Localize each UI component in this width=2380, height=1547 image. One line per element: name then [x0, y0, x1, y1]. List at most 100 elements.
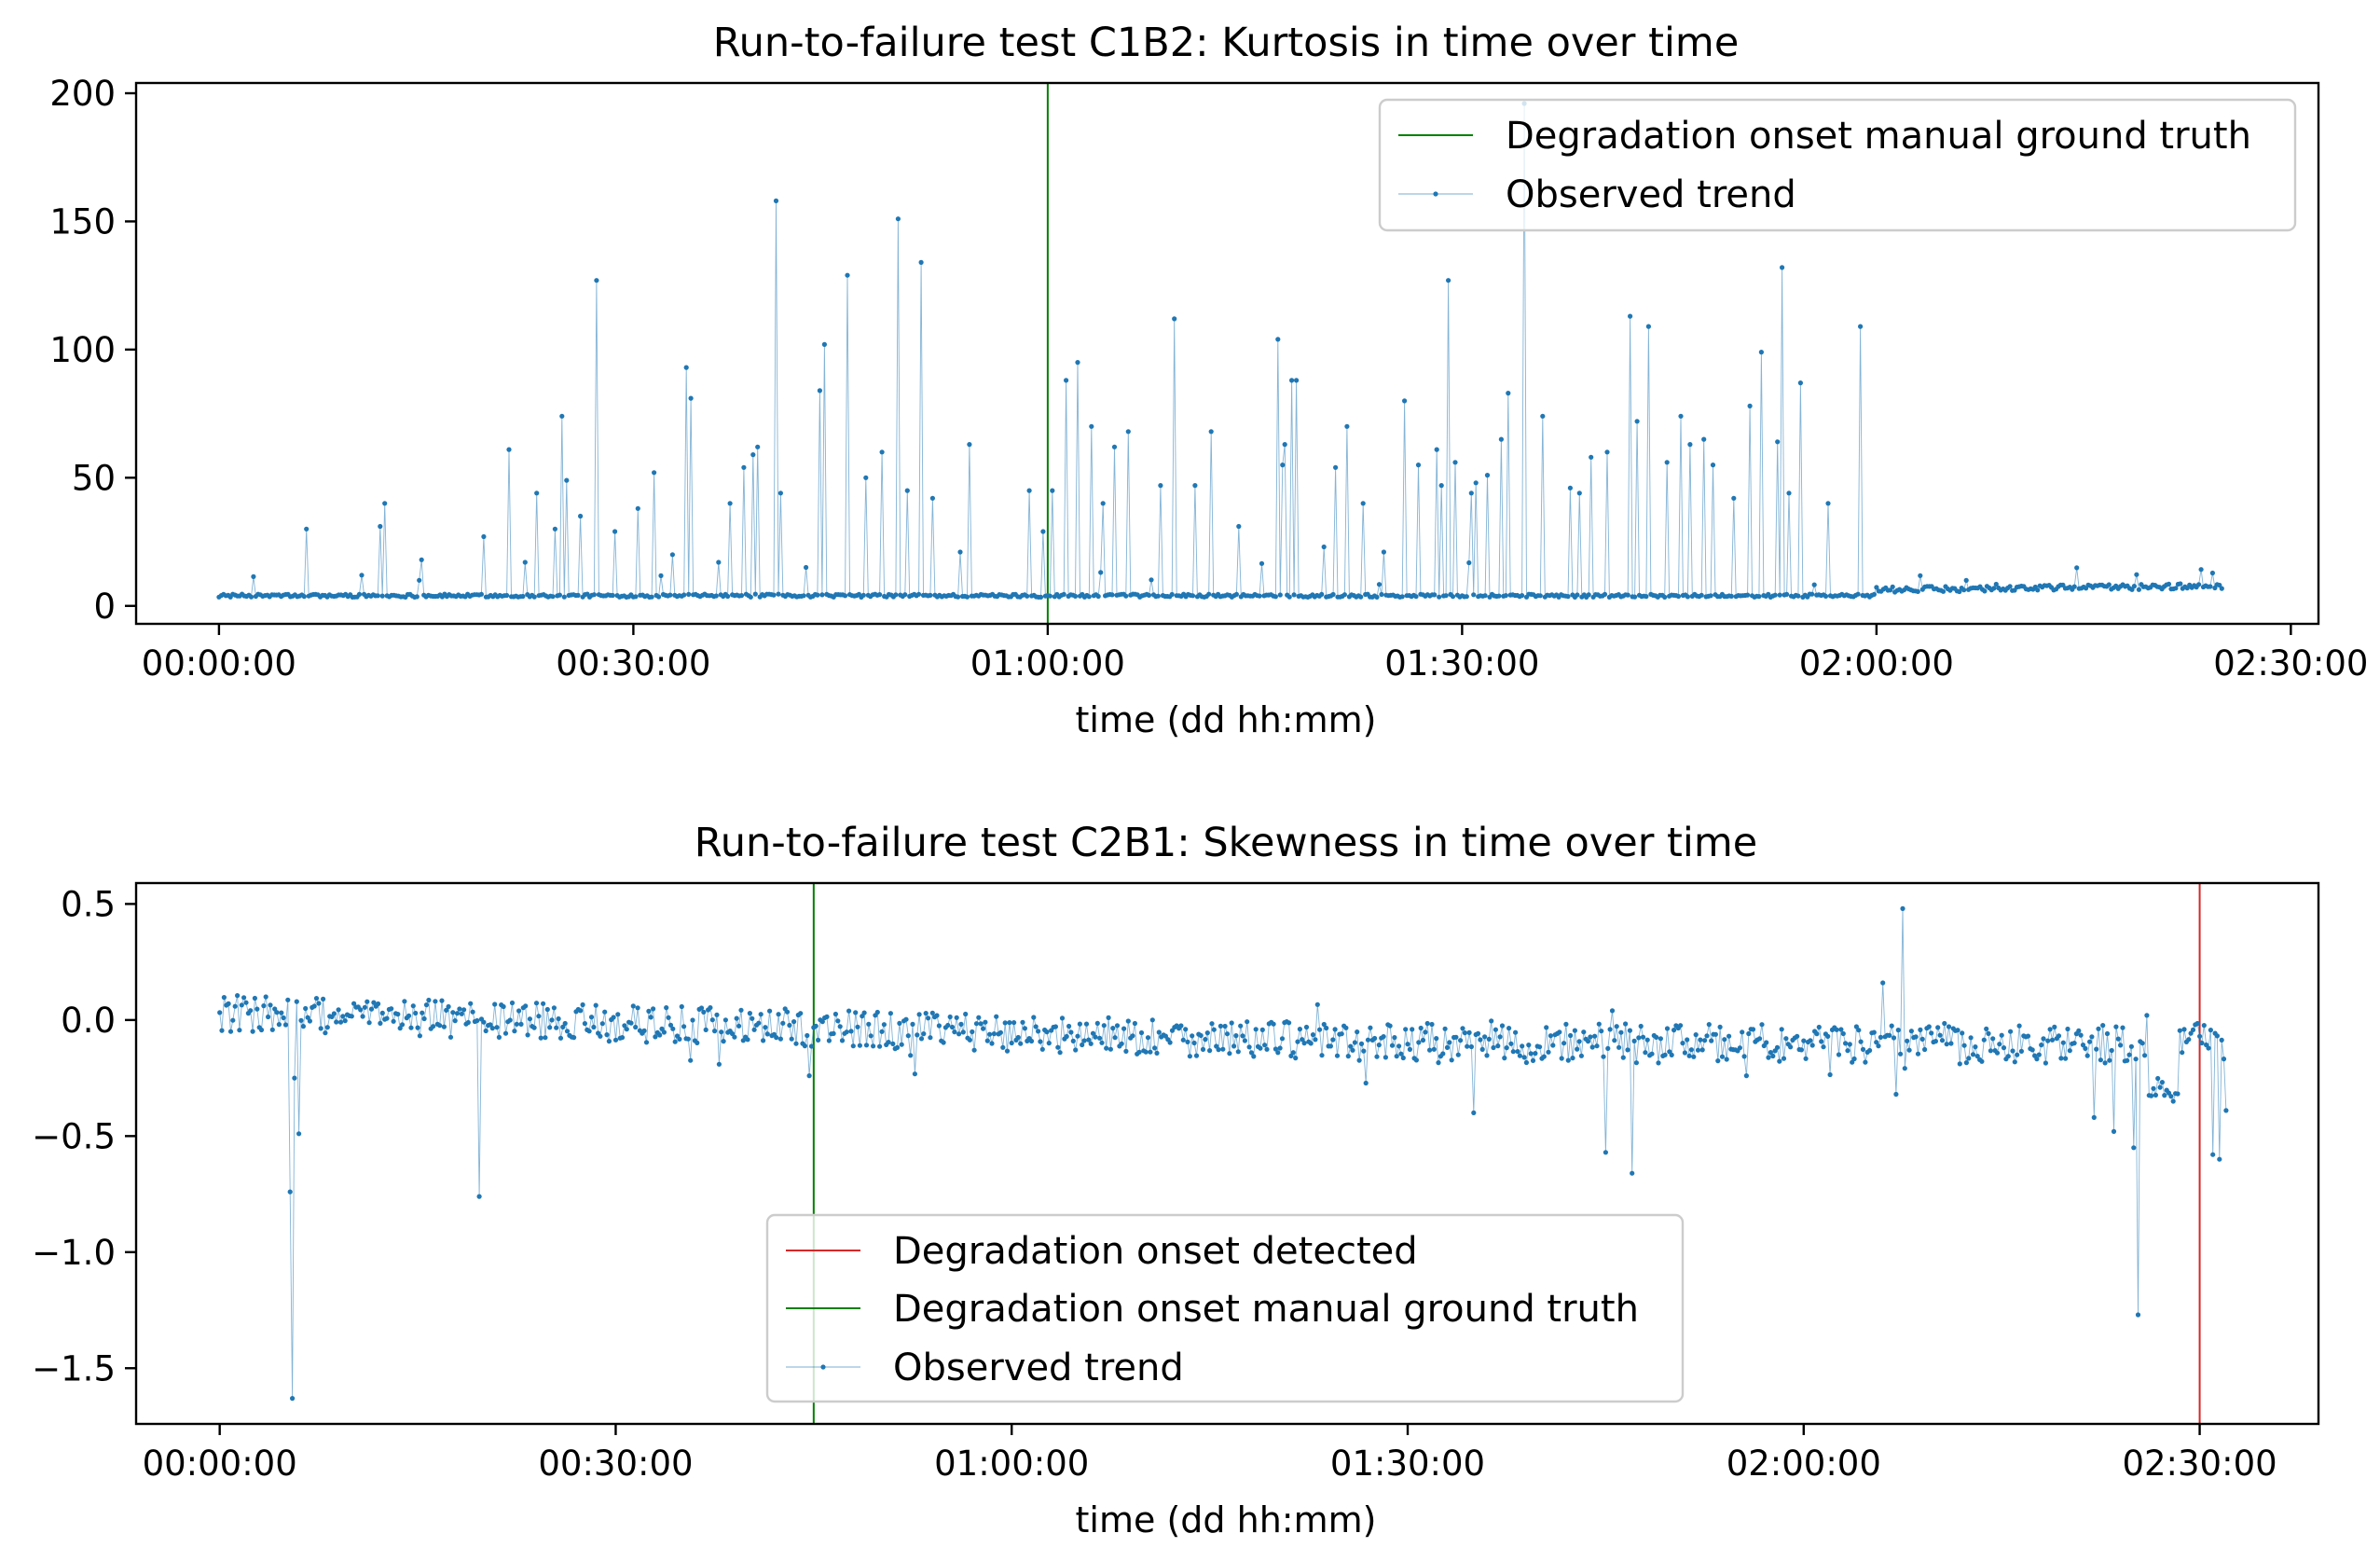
data-point — [1156, 1029, 1162, 1035]
data-point — [1339, 1031, 1344, 1037]
data-point — [323, 1030, 328, 1036]
data-point — [729, 1030, 736, 1037]
data-point — [221, 995, 227, 1001]
data-point — [1528, 1051, 1534, 1057]
data-point — [1565, 1057, 1571, 1063]
data-point — [1286, 1020, 1292, 1026]
data-point — [2149, 1093, 2154, 1098]
data-point — [1245, 1019, 1250, 1025]
data-point — [1413, 594, 1419, 600]
data-point — [923, 1011, 929, 1016]
data-point — [997, 1029, 1003, 1035]
data-point — [713, 593, 719, 599]
data-point — [767, 1008, 773, 1014]
data-point — [1007, 1020, 1012, 1026]
data-point — [748, 594, 753, 600]
data-point — [1520, 1043, 1525, 1049]
data-point — [351, 1001, 357, 1006]
data-point — [1750, 1027, 1756, 1032]
data-point — [1482, 1034, 1488, 1040]
data-point — [2217, 1156, 2222, 1162]
data-point — [1604, 449, 1610, 455]
data-point — [2063, 1056, 2069, 1061]
data-point — [983, 1019, 988, 1025]
data-point — [952, 1029, 957, 1035]
data-point — [1410, 1027, 1415, 1032]
data-point — [1446, 278, 1451, 283]
data-point — [1009, 1040, 1014, 1046]
data-point — [1631, 1038, 1637, 1043]
data-point — [591, 1024, 597, 1030]
data-point — [666, 1015, 671, 1020]
data-point — [1465, 1043, 1470, 1049]
data-point — [855, 1024, 860, 1029]
data-point — [2098, 1057, 2103, 1063]
data-point — [1330, 1037, 1336, 1043]
data-point — [780, 1020, 786, 1026]
data-point — [686, 591, 692, 598]
data-point — [1493, 1027, 1498, 1032]
data-point — [756, 1020, 762, 1026]
data-point — [1200, 1046, 1206, 1052]
data-point — [1576, 490, 1582, 496]
data-point — [571, 1035, 577, 1041]
data-point — [1517, 1053, 1522, 1058]
data-point — [957, 549, 963, 555]
data-point — [1434, 447, 1439, 452]
data-point — [2186, 1037, 2192, 1043]
data-point — [1437, 594, 1442, 600]
data-point — [1086, 594, 1092, 600]
data-point — [1708, 593, 1713, 599]
chart-2-x-axis-label: time (dd hh:mm) — [1076, 1499, 1377, 1540]
data-point — [1687, 442, 1693, 448]
data-point — [2139, 1041, 2145, 1046]
data-point — [290, 1396, 296, 1402]
data-point — [1262, 1043, 1268, 1048]
data-point — [1061, 591, 1066, 598]
data-point — [1874, 585, 1879, 590]
data-point — [633, 1024, 639, 1030]
data-point — [1220, 1046, 1226, 1052]
data-point — [918, 1036, 925, 1042]
data-point — [2198, 567, 2204, 573]
data-point — [868, 1033, 874, 1039]
data-point — [2071, 1041, 2077, 1046]
data-point — [514, 1021, 519, 1027]
data-point — [1077, 1021, 1082, 1027]
data-point — [1011, 1020, 1017, 1026]
data-point — [1999, 1032, 2004, 1038]
data-point — [719, 1029, 724, 1035]
data-point — [2170, 1098, 2176, 1104]
data-point — [1759, 1022, 1765, 1028]
data-point — [389, 1006, 394, 1012]
data-point — [1961, 1043, 1967, 1048]
data-point — [1229, 1020, 1234, 1026]
data-point — [1990, 1036, 1996, 1042]
data-point — [2094, 1046, 2099, 1052]
data-point — [1107, 1046, 1113, 1052]
data-point — [1149, 1017, 1155, 1023]
data-point — [1979, 1058, 1985, 1064]
data-point — [893, 592, 899, 598]
data-point — [1526, 1043, 1532, 1048]
data-point — [1724, 1057, 1729, 1062]
data-point — [736, 1023, 742, 1029]
data-point — [1290, 1050, 1296, 1056]
data-point — [1699, 1047, 1705, 1053]
data-point — [1025, 593, 1030, 599]
data-point — [527, 1016, 533, 1022]
data-point — [1682, 1050, 1687, 1056]
data-point — [819, 1019, 825, 1025]
data-point — [1890, 584, 1895, 589]
data-point — [578, 513, 584, 519]
data-point — [1368, 1025, 1373, 1030]
data-point — [1664, 460, 1670, 465]
data-point — [536, 1014, 542, 1019]
data-point — [904, 488, 910, 493]
data-point — [1449, 1057, 1454, 1063]
data-point — [835, 1018, 841, 1024]
data-point — [798, 1011, 804, 1016]
data-point — [1740, 1029, 1745, 1035]
data-point — [1966, 1056, 1972, 1061]
data-point — [1498, 436, 1504, 442]
